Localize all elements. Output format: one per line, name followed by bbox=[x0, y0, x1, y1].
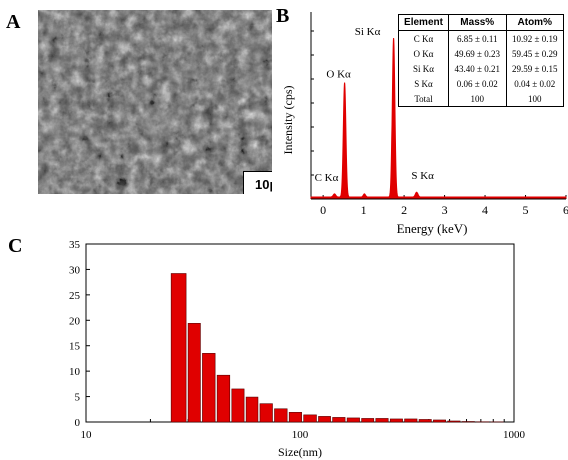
eds-spectrum-line bbox=[310, 37, 567, 199]
eds-cell-element: Total bbox=[397, 91, 450, 107]
size-bar bbox=[375, 418, 389, 423]
eds-peak-label: C Kα bbox=[315, 172, 339, 184]
size-bar bbox=[461, 421, 475, 423]
eds-cell-mass: 6.85 ± 0.11 bbox=[448, 30, 507, 46]
sem-texture bbox=[38, 10, 272, 194]
size-y-tick-label: 15 bbox=[69, 341, 81, 353]
eds-cell-element: C Kα bbox=[397, 30, 450, 46]
size-bar bbox=[288, 412, 302, 423]
size-bar bbox=[447, 420, 461, 423]
eds-peak-label: Si Kα bbox=[355, 26, 381, 38]
eds-x-tick-label: 6 bbox=[563, 203, 568, 217]
eds-cell-element: S Kα bbox=[397, 76, 450, 91]
eds-cell-atom: 29.59 ± 0.15 bbox=[505, 61, 564, 76]
eds-x-tick-label: 4 bbox=[482, 203, 488, 217]
size-y-tick-label: 5 bbox=[75, 392, 81, 404]
size-bar bbox=[346, 417, 360, 423]
table-row: S Kα 0.06 ± 0.02 0.04 ± 0.02 bbox=[397, 76, 564, 91]
size-y-tick-label: 35 bbox=[69, 240, 81, 251]
eds-x-tick-label: 1 bbox=[361, 203, 367, 217]
eds-cell-atom: 10.92 ± 0.19 bbox=[505, 30, 564, 46]
size-bar bbox=[231, 388, 245, 423]
sem-micrograph: 10μm bbox=[38, 10, 272, 194]
size-bar bbox=[303, 414, 317, 423]
size-bar bbox=[259, 403, 273, 423]
eds-cell-mass: 100 bbox=[448, 91, 507, 107]
eds-y-label: Intensity (cps) bbox=[281, 86, 295, 155]
eds-cell-mass: 43.40 ± 0.21 bbox=[448, 61, 507, 76]
eds-table-header: Element Mass% Atom% bbox=[397, 14, 564, 31]
table-row: O Kα 49.69 ± 0.23 59.45 ± 0.29 bbox=[397, 46, 564, 61]
size-bar bbox=[418, 419, 432, 423]
panel-label-b: B bbox=[276, 5, 290, 27]
size-bar bbox=[361, 418, 375, 423]
size-bar bbox=[202, 353, 216, 423]
size-bar bbox=[187, 323, 201, 423]
table-row: C Kα 6.85 ± 0.11 10.92 ± 0.19 bbox=[397, 30, 564, 46]
eds-cell-atom: 0.04 ± 0.02 bbox=[505, 76, 564, 91]
panel-label-a: A bbox=[6, 11, 21, 33]
size-y-tick-label: 0 bbox=[75, 417, 81, 429]
size-axes: 0 5 10 15 20 25 30 35 10 100 1000 bbox=[69, 240, 526, 441]
table-row: Si Kα 43.40 ± 0.21 29.59 ± 0.15 bbox=[397, 61, 564, 76]
eds-x-tick-label: 0 bbox=[320, 203, 326, 217]
size-x-label: Size(nm) bbox=[278, 445, 322, 459]
size-x-tick-label: 100 bbox=[292, 429, 309, 441]
size-plot-frame bbox=[85, 243, 515, 423]
table-row: Total 100 100 bbox=[397, 91, 564, 107]
eds-x-tick-label: 2 bbox=[401, 203, 407, 217]
size-bar bbox=[404, 418, 418, 423]
size-bars bbox=[170, 273, 504, 423]
eds-header-mass: Mass% bbox=[448, 14, 507, 31]
size-bar bbox=[318, 416, 331, 423]
size-bar bbox=[216, 374, 231, 423]
scale-bar-label: 10μm bbox=[243, 171, 272, 194]
size-bar bbox=[389, 418, 403, 423]
eds-composition-table: Element Mass% Atom% C Kα 6.85 ± 0.11 10.… bbox=[397, 14, 564, 107]
eds-header-atom: Atom% bbox=[505, 14, 564, 31]
size-distribution-chart: 0 5 10 15 20 25 30 35 10 100 1000 Size(nm) bbox=[69, 240, 526, 459]
eds-peak-label: O Kα bbox=[326, 69, 351, 81]
eds-x-tick-label: 3 bbox=[442, 203, 448, 217]
eds-axes: 0 1 2 3 4 5 6 bbox=[310, 12, 568, 217]
eds-cell-mass: 49.69 ± 0.23 bbox=[448, 46, 507, 61]
eds-x-tick-label: 5 bbox=[523, 203, 529, 217]
size-bar bbox=[245, 396, 259, 423]
eds-cell-mass: 0.06 ± 0.02 bbox=[448, 76, 507, 91]
size-bar bbox=[274, 408, 288, 423]
eds-header-element: Element bbox=[397, 14, 450, 31]
eds-cell-atom: 100 bbox=[505, 91, 564, 107]
eds-cell-element: Si Kα bbox=[397, 61, 450, 76]
size-y-tick-label: 25 bbox=[69, 290, 81, 302]
size-y-tick-label: 10 bbox=[69, 366, 81, 378]
size-y-tick-label: 20 bbox=[69, 315, 81, 327]
size-x-tick-label: 1000 bbox=[503, 429, 526, 441]
eds-cell-element: O Kα bbox=[397, 46, 450, 61]
eds-x-label: Energy (keV) bbox=[397, 221, 468, 236]
eds-peak-label: S Kα bbox=[411, 170, 434, 182]
size-y-tick-label: 30 bbox=[69, 264, 81, 276]
size-x-tick-label: 10 bbox=[81, 429, 93, 441]
eds-cell-atom: 59.45 ± 0.29 bbox=[505, 46, 564, 61]
size-bar bbox=[170, 273, 187, 423]
size-bar bbox=[332, 417, 346, 423]
size-bar bbox=[433, 419, 447, 423]
panel-label-c: C bbox=[8, 235, 23, 257]
